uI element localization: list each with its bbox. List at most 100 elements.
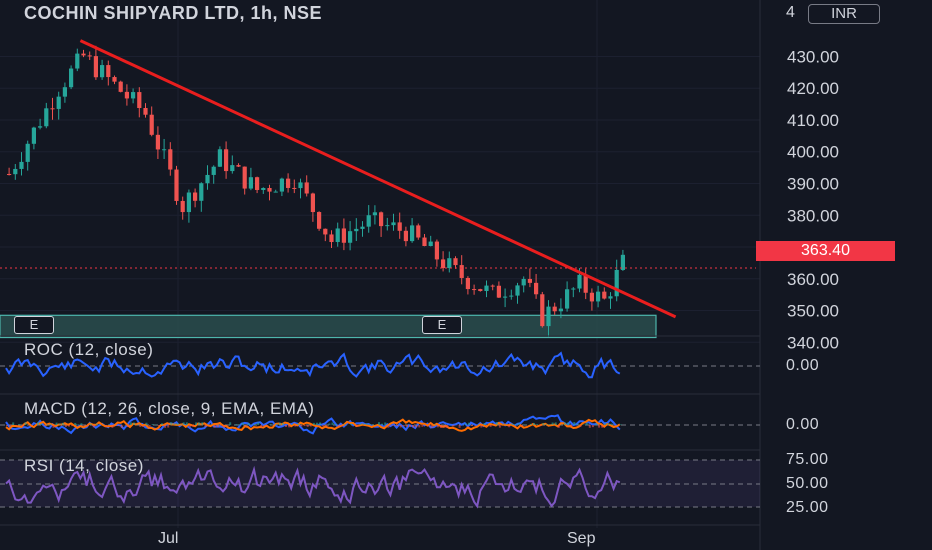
- macd-histogram-bar: [471, 425, 473, 426]
- macd-histogram-bar: [157, 425, 160, 427]
- macd-histogram-bar: [21, 425, 24, 427]
- macd-histogram-bar: [309, 425, 312, 427]
- macd-histogram-bar: [95, 423, 98, 425]
- macd-histogram-bar: [161, 423, 163, 425]
- macd-histogram-bar: [306, 425, 309, 427]
- candle-body: [62, 87, 67, 97]
- macd-histogram-bar: [446, 425, 449, 428]
- earnings-marker-1[interactable]: E: [14, 316, 54, 334]
- candle-body: [155, 134, 160, 150]
- macd-histogram-bar: [71, 425, 74, 427]
- candle-body: [472, 289, 477, 291]
- candle-body: [81, 53, 86, 56]
- macd-histogram-bar: [52, 425, 55, 428]
- macd-histogram-bar: [139, 425, 142, 427]
- macd-histogram-bar: [247, 423, 250, 425]
- macd-histogram-bar: [421, 425, 424, 427]
- macd-histogram-bar: [495, 422, 498, 425]
- macd-histogram-bar: [433, 424, 436, 425]
- rsi-tick-50: 50.00: [786, 475, 829, 492]
- macd-histogram-bar: [244, 425, 247, 427]
- macd-histogram-bar: [359, 423, 362, 425]
- macd-histogram-bar: [303, 425, 306, 427]
- macd-histogram-bar: [117, 425, 120, 427]
- price-tick: 340.00: [787, 333, 839, 352]
- macd-histogram-bar: [43, 425, 46, 426]
- candle-body: [571, 288, 576, 290]
- macd-histogram-bar: [539, 425, 542, 427]
- macd-histogram-bar: [319, 422, 322, 425]
- candle-body: [267, 187, 272, 192]
- candle-body: [100, 65, 105, 78]
- macd-histogram-bar: [396, 425, 399, 427]
- candle-body: [577, 274, 582, 289]
- macd-histogram-bar: [567, 422, 570, 425]
- candle-body: [224, 149, 229, 172]
- macd-histogram-bar: [619, 424, 622, 425]
- macd-histogram-bar: [64, 425, 67, 428]
- macd-histogram-bar: [508, 425, 511, 428]
- candle-body: [565, 289, 570, 309]
- rsi-line: [5, 465, 621, 509]
- candle-body: [193, 192, 198, 201]
- macd-histogram-bar: [371, 424, 374, 425]
- macd-histogram-bar: [365, 423, 368, 425]
- macd-histogram-bar: [192, 425, 194, 427]
- macd-histogram-bar: [142, 425, 145, 427]
- rsi-tick-25: 25.00: [786, 499, 829, 516]
- candle-body: [292, 187, 297, 189]
- macd-histogram-bar: [334, 423, 337, 425]
- macd-histogram-bar: [440, 425, 442, 428]
- macd-histogram-bar: [291, 424, 294, 425]
- macd-histogram-bar: [328, 423, 331, 425]
- macd-histogram-bar: [331, 422, 334, 425]
- price-tick: 350.00: [787, 302, 839, 321]
- macd-histogram-bar: [607, 423, 610, 425]
- candle-body: [360, 226, 365, 229]
- macd-histogram-bar: [185, 422, 188, 425]
- macd-histogram-bar: [182, 422, 185, 425]
- macd-histogram-bar: [312, 422, 315, 425]
- macd-zero-tick: 0.00: [786, 416, 820, 433]
- macd-histogram-bar: [89, 423, 92, 425]
- currency-button[interactable]: INR: [808, 4, 880, 24]
- macd-histogram-bar: [18, 424, 21, 425]
- macd-histogram-bar: [545, 424, 548, 425]
- candle-body: [441, 259, 446, 269]
- macd-histogram-bar: [92, 425, 95, 428]
- price-tick-partial: 4: [786, 4, 796, 21]
- macd-histogram-bar: [130, 422, 132, 425]
- price-tick: 360.00: [787, 270, 839, 289]
- macd-histogram-bar: [68, 425, 70, 427]
- candle-body: [447, 258, 452, 269]
- macd-histogram-bar: [260, 425, 263, 428]
- candle-body: [174, 169, 179, 201]
- macd-histogram-bar: [111, 425, 114, 428]
- macd-histogram-bar: [573, 422, 576, 425]
- earnings-marker-2[interactable]: E: [422, 316, 462, 334]
- macd-histogram-bar: [381, 423, 384, 425]
- macd-histogram-bar: [405, 425, 408, 427]
- candle-body: [242, 166, 247, 189]
- candle-body: [199, 183, 204, 201]
- candle-body: [162, 149, 167, 151]
- candle-body: [112, 77, 117, 82]
- candle-body: [186, 192, 191, 213]
- macd-histogram-bar: [288, 425, 291, 428]
- macd-histogram-bar: [164, 425, 167, 428]
- macd-histogram-bar: [223, 425, 225, 428]
- macd-histogram-bar: [536, 424, 539, 425]
- macd-histogram-bar: [427, 425, 430, 427]
- macd-histogram-bar: [464, 423, 467, 425]
- macd-histogram-bar: [564, 422, 566, 425]
- macd-histogram-bar: [241, 422, 244, 425]
- macd-histogram-bar: [390, 425, 393, 426]
- candle-body: [230, 165, 235, 172]
- macd-histogram-bar: [368, 423, 371, 425]
- candle-body: [385, 225, 390, 227]
- macd-histogram-bar: [126, 425, 129, 427]
- macd-histogram-bar: [430, 425, 433, 428]
- macd-histogram-bar: [229, 422, 232, 425]
- macd-histogram-bar: [412, 425, 415, 428]
